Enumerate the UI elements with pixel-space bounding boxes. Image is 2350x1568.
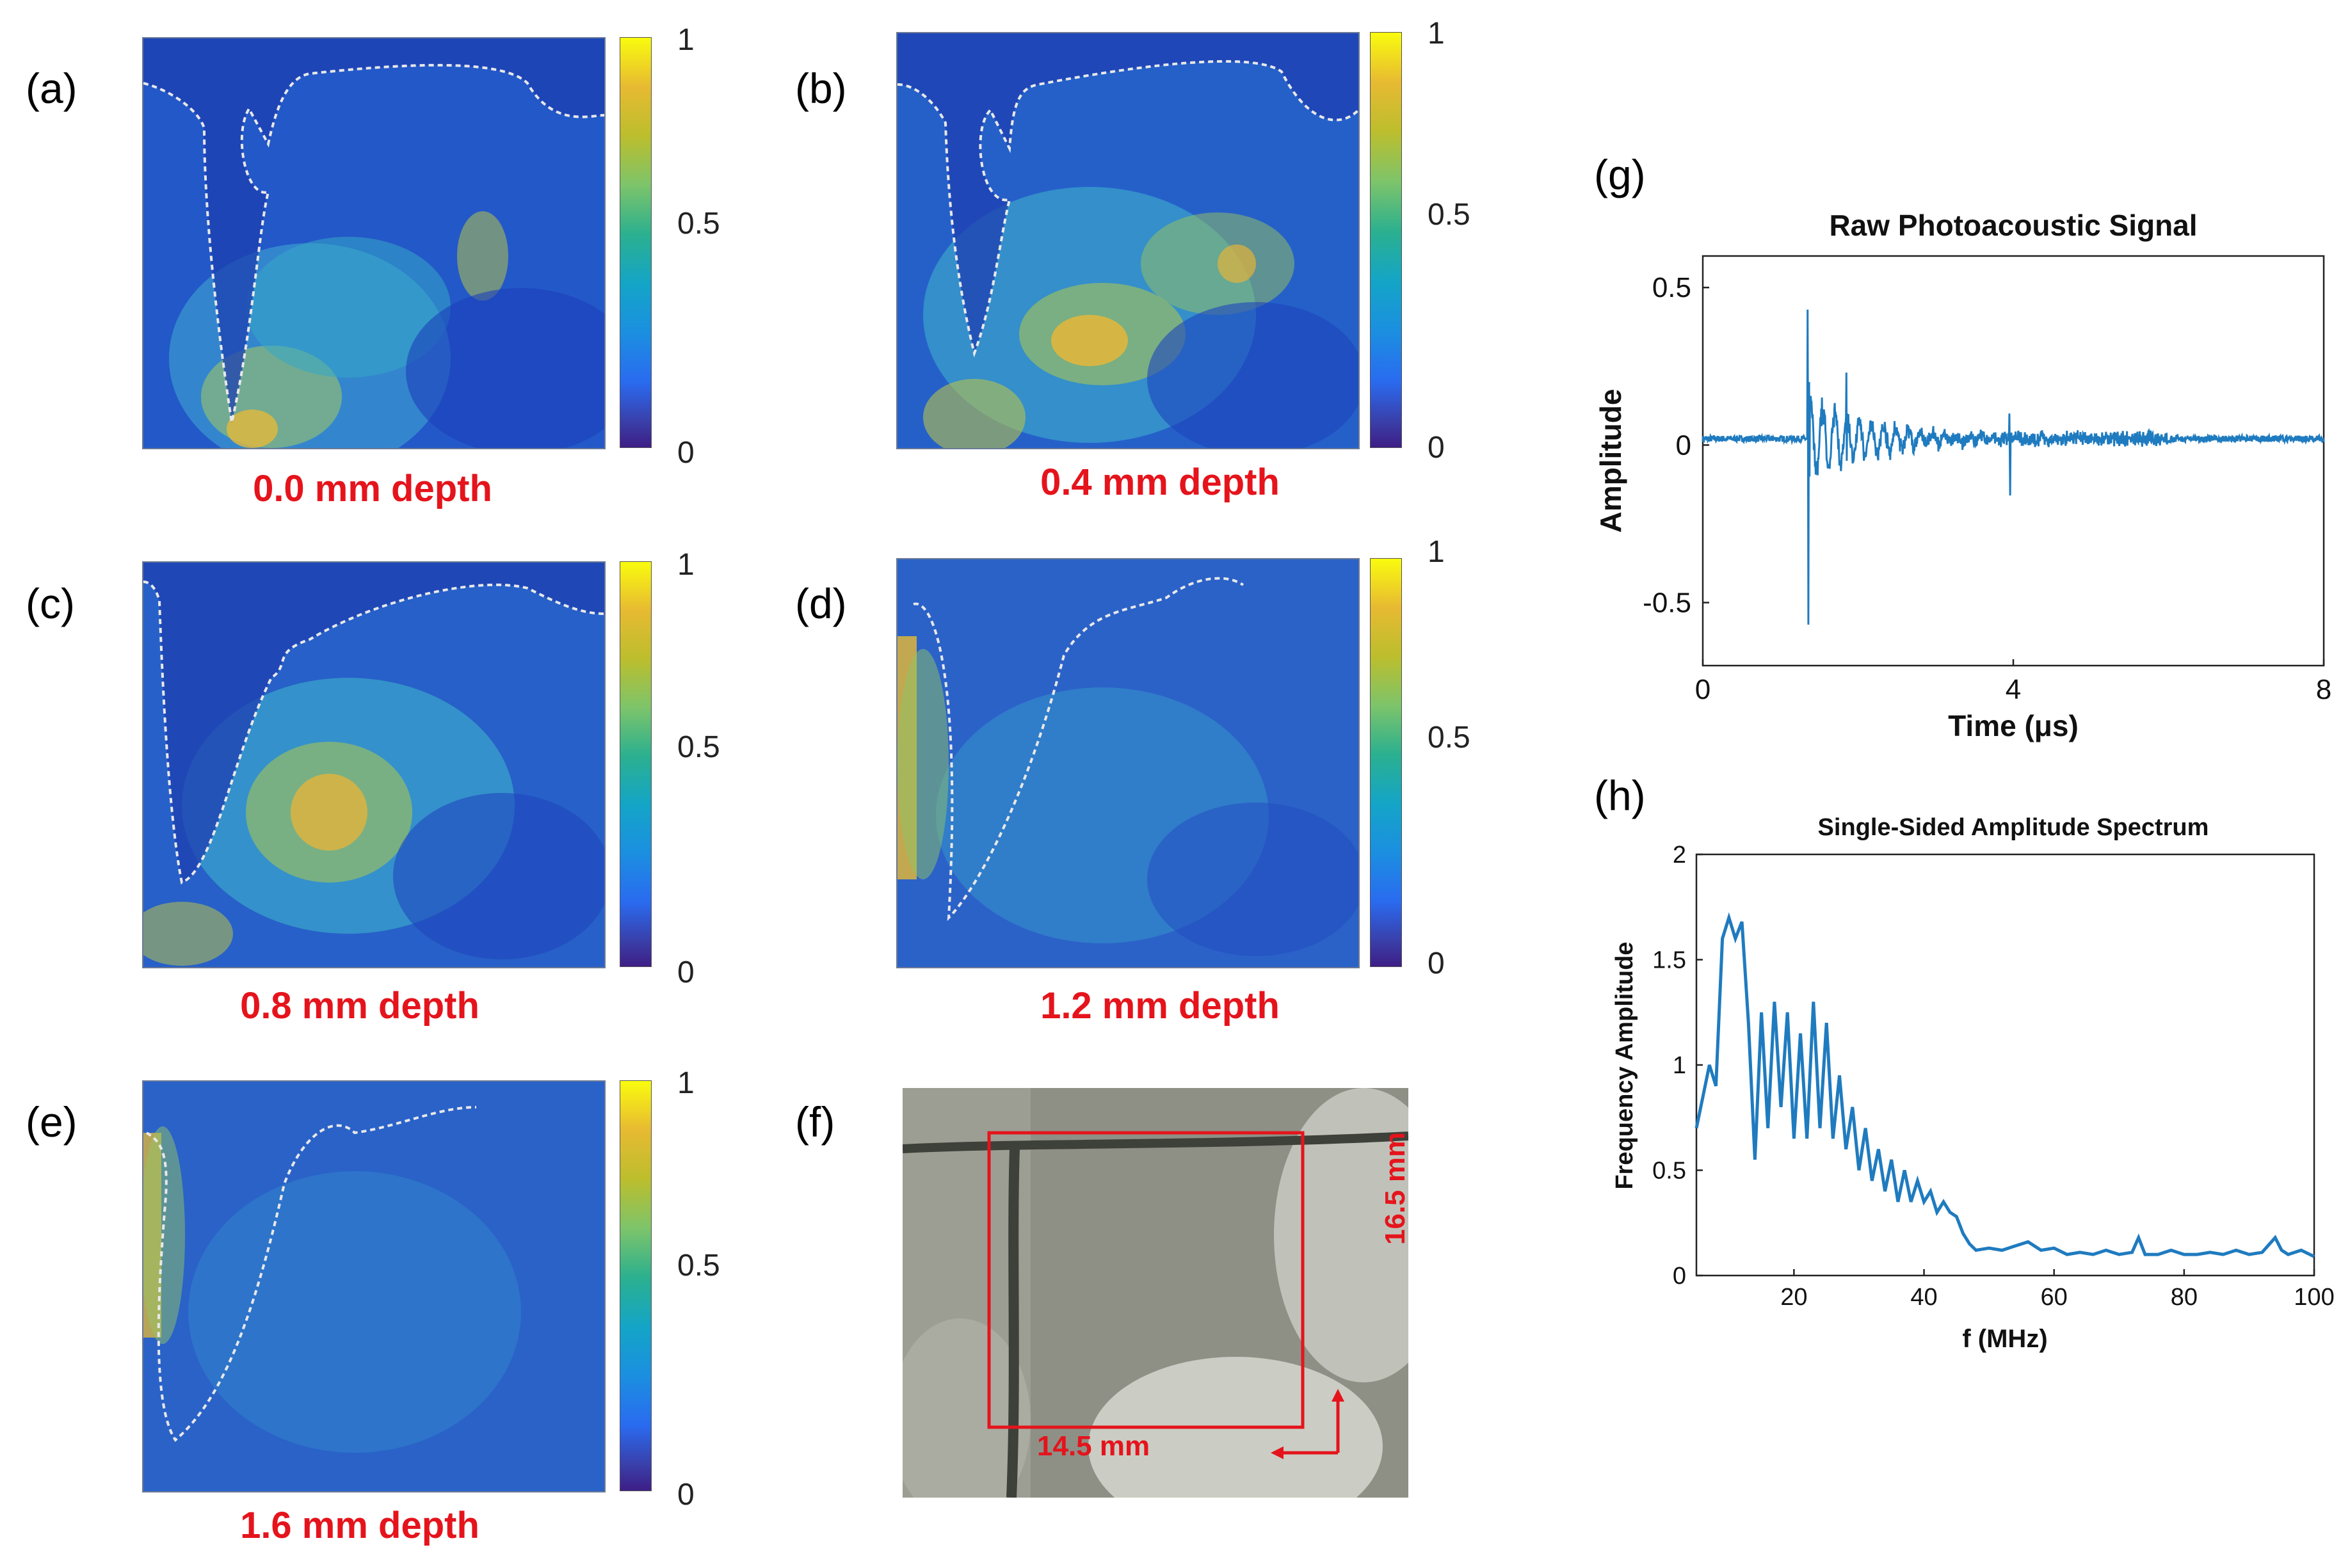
chart-h-ytick-label: 1.5 [1652, 947, 1686, 974]
panel-letter-e: (e) [26, 1098, 77, 1146]
colorbar-d-mid: 0.5 [1428, 721, 1470, 755]
chart-h-ytick-label: 2 [1673, 842, 1686, 868]
chart-h-xtick-label: 40 [1910, 1284, 1937, 1311]
heatmap-a [142, 37, 606, 449]
colorbar-b-mid: 0.5 [1428, 198, 1470, 232]
chart-h-xtick-label: 20 [1780, 1284, 1807, 1311]
heatmap-b-image [897, 33, 1358, 448]
width-label: 14.5 mm [1037, 1430, 1150, 1462]
chart-h-spectrum-line [1694, 912, 2315, 1258]
depth-label-e: 1.6 mm depth [240, 1505, 479, 1546]
depth-label-d: 1.2 mm depth [1040, 985, 1280, 1027]
heatmap-c [142, 561, 606, 968]
colorbar-a-min: 0 [677, 436, 695, 470]
panel-letter-c: (c) [26, 580, 75, 627]
panel-letter-d: (d) [795, 580, 847, 627]
colorbar-d-min: 0 [1428, 947, 1445, 980]
panel-letter-g: (g) [1594, 151, 1646, 198]
heatmap-e [142, 1080, 606, 1492]
heatmap-d [896, 558, 1360, 968]
colorbar-d-max: 1 [1428, 535, 1445, 569]
panel-letter-h: (h) [1594, 772, 1646, 819]
chart-g-title: Raw Photoacoustic Signal [1829, 209, 2197, 242]
heatmap-b [896, 32, 1360, 449]
chart-g-axes-frame [1702, 255, 2325, 667]
chart-h-ytick-label: 1 [1673, 1052, 1686, 1079]
specimen-photo-image [903, 1088, 1408, 1498]
colorbar-a-max: 1 [677, 23, 695, 57]
panel-letter-f: (f) [795, 1098, 835, 1146]
chart-amplitude-spectrum: Single-Sided Amplitude Spectrum 20 40 60 80… [1611, 814, 2335, 1353]
heatmap-a-image [143, 38, 604, 448]
colorbar-a [620, 37, 652, 448]
colorbar-e [620, 1080, 652, 1491]
chart-g-xlabel: Time (μs) [1948, 709, 2079, 742]
depth-label-a: 0.0 mm depth [253, 468, 492, 509]
chart-h-xlabel: f (MHz) [1962, 1325, 2047, 1353]
chart-h-title: Single-Sided Amplitude Spectrum [1818, 814, 2209, 841]
colorbar-c-max: 1 [677, 548, 695, 582]
colorbar-e-max: 1 [677, 1066, 695, 1100]
depth-label-b: 0.4 mm depth [1040, 461, 1280, 503]
panel-letter-b: (b) [795, 65, 847, 112]
colorbar-c [620, 561, 652, 967]
heatmap-d-image [897, 559, 1358, 967]
chart-g-ytick-label: -0.5 [1643, 588, 1691, 619]
chart-g-xtick-label: 8 [2316, 674, 2331, 705]
panel-letter-a: (a) [26, 65, 77, 112]
chart-g-signal-line [1702, 309, 2325, 625]
scale-arrow-icon [1271, 1389, 1344, 1459]
colorbar-c-mid: 0.5 [677, 730, 720, 764]
chart-h-xtick-label: 60 [2041, 1284, 2068, 1311]
heatmap-c-image [143, 563, 604, 967]
chart-h-ytick-label: 0.5 [1652, 1158, 1686, 1185]
colorbar-e-mid: 0.5 [677, 1249, 720, 1283]
chart-h-xtick-label: 100 [2294, 1284, 2334, 1311]
chart-g-ytick-label: 0.5 [1652, 272, 1691, 303]
chart-h-ylabel: Frequency Amplitude [1611, 941, 1638, 1189]
colorbar-c-min: 0 [677, 956, 695, 989]
colorbar-a-mid: 0.5 [677, 207, 720, 241]
chart-g-xtick-label: 4 [2006, 674, 2021, 705]
chart-raw-signal: Raw Photoacoustic Signal 0 4 8 0.5 0 -0.5 Tim… [1594, 209, 2331, 742]
depth-label-c: 0.8 mm depth [240, 985, 479, 1027]
chart-g-ytick-label: 0 [1676, 429, 1691, 461]
specimen-photo: 14.5 mm 16.5 mm [903, 1088, 1408, 1498]
chart-g-ylabel: Amplitude [1594, 389, 1627, 533]
colorbar-b [1370, 32, 1402, 448]
colorbar-b-max: 1 [1428, 17, 1445, 51]
colorbar-e-min: 0 [677, 1478, 695, 1512]
chart-g-xtick-label: 0 [1695, 674, 1710, 705]
colorbar-b-min: 0 [1428, 431, 1445, 465]
height-label: 16.5 mm [1380, 1132, 1408, 1245]
colorbar-d [1370, 558, 1402, 967]
heatmap-e-image [143, 1082, 604, 1491]
chart-h-xtick-label: 80 [2171, 1284, 2198, 1311]
chart-h-ytick-label: 0 [1673, 1263, 1686, 1290]
